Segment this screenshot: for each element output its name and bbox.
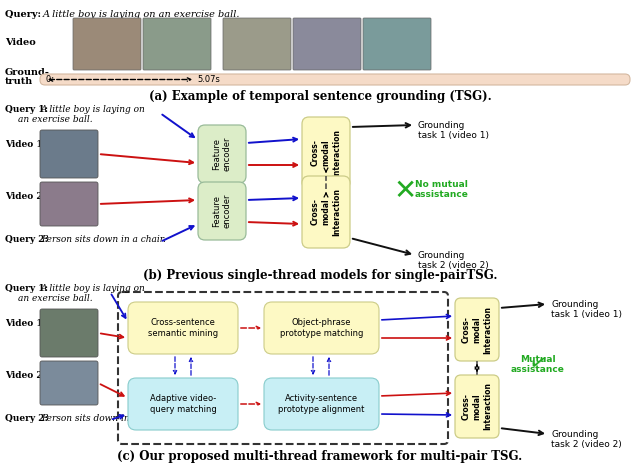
Text: Query 2:: Query 2: xyxy=(5,235,51,244)
Text: ✓: ✓ xyxy=(527,353,550,377)
Text: Feature
encoder: Feature encoder xyxy=(212,194,232,228)
Text: Ground-: Ground- xyxy=(5,68,50,77)
Text: (a) Example of temporal sentence grounding (TSG).: (a) Example of temporal sentence groundi… xyxy=(148,90,492,103)
Text: A little boy is laying on an exercise ball.: A little boy is laying on an exercise ba… xyxy=(43,10,241,19)
Text: Video 2: Video 2 xyxy=(5,371,43,380)
Text: Query 1:: Query 1: xyxy=(5,284,51,293)
Text: Grounding
task 1 (video 1): Grounding task 1 (video 1) xyxy=(418,121,489,140)
FancyBboxPatch shape xyxy=(143,18,211,70)
FancyBboxPatch shape xyxy=(302,117,350,189)
FancyBboxPatch shape xyxy=(198,125,246,183)
FancyBboxPatch shape xyxy=(264,378,379,430)
Text: Adaptive video-
query matching: Adaptive video- query matching xyxy=(150,394,216,414)
Text: an exercise ball.: an exercise ball. xyxy=(18,115,93,124)
Text: Cross-
modal
Interaction: Cross- modal Interaction xyxy=(311,129,341,177)
FancyBboxPatch shape xyxy=(40,182,98,226)
Text: Person sits down in a chair.: Person sits down in a chair. xyxy=(41,235,166,244)
Text: Query 1:: Query 1: xyxy=(5,105,51,114)
FancyBboxPatch shape xyxy=(128,378,238,430)
Text: Cross-
modal
Interaction: Cross- modal Interaction xyxy=(462,383,492,430)
Text: 5.07s: 5.07s xyxy=(197,75,220,84)
Text: Grounding
task 2 (video 2): Grounding task 2 (video 2) xyxy=(551,430,621,449)
FancyBboxPatch shape xyxy=(302,176,350,248)
FancyBboxPatch shape xyxy=(73,18,141,70)
Text: Query:: Query: xyxy=(5,10,44,19)
Text: Object-phrase
prototype matching: Object-phrase prototype matching xyxy=(280,319,363,337)
Text: Video: Video xyxy=(5,37,36,46)
FancyBboxPatch shape xyxy=(293,18,361,70)
FancyBboxPatch shape xyxy=(455,375,499,438)
Text: an exercise ball.: an exercise ball. xyxy=(18,294,93,303)
Text: Person sits down in a chair.: Person sits down in a chair. xyxy=(41,414,166,423)
Text: truth: truth xyxy=(5,77,33,86)
Text: Cross-
modal
Interaction: Cross- modal Interaction xyxy=(311,188,341,236)
Text: Mutual
assistance: Mutual assistance xyxy=(511,355,565,374)
FancyBboxPatch shape xyxy=(264,302,379,354)
FancyBboxPatch shape xyxy=(198,182,246,240)
Text: ✕: ✕ xyxy=(394,177,417,205)
FancyBboxPatch shape xyxy=(40,361,98,405)
Text: Grounding
task 1 (video 1): Grounding task 1 (video 1) xyxy=(551,300,622,319)
FancyBboxPatch shape xyxy=(223,18,291,70)
FancyBboxPatch shape xyxy=(40,74,630,85)
Text: Cross-sentence
semantic mining: Cross-sentence semantic mining xyxy=(148,319,218,337)
Text: A little boy is laying on: A little boy is laying on xyxy=(41,105,146,114)
Text: Grounding
task 2 (video 2): Grounding task 2 (video 2) xyxy=(418,251,489,270)
Text: No mutual
assistance: No mutual assistance xyxy=(415,180,469,200)
Text: (c) Our proposed multi-thread framework for multi-pair TSG.: (c) Our proposed multi-thread framework … xyxy=(117,450,523,463)
Text: Activity-sentence
prototype alignment: Activity-sentence prototype alignment xyxy=(278,394,365,414)
Text: Video 1: Video 1 xyxy=(5,319,43,328)
Text: Cross-
modal
Interaction: Cross- modal Interaction xyxy=(462,306,492,354)
FancyBboxPatch shape xyxy=(40,309,98,357)
FancyBboxPatch shape xyxy=(40,130,98,178)
Text: Video 2: Video 2 xyxy=(5,192,43,201)
FancyBboxPatch shape xyxy=(128,302,238,354)
Text: (b) Previous single-thread models for single-pairTSG.: (b) Previous single-thread models for si… xyxy=(143,269,497,282)
Text: A little boy is laying on: A little boy is laying on xyxy=(41,284,146,293)
FancyBboxPatch shape xyxy=(363,18,431,70)
Text: Video 1: Video 1 xyxy=(5,140,43,149)
Text: Feature
encoder: Feature encoder xyxy=(212,137,232,171)
Text: Query 2:: Query 2: xyxy=(5,414,51,423)
Text: 0: 0 xyxy=(46,75,51,84)
FancyBboxPatch shape xyxy=(455,298,499,361)
